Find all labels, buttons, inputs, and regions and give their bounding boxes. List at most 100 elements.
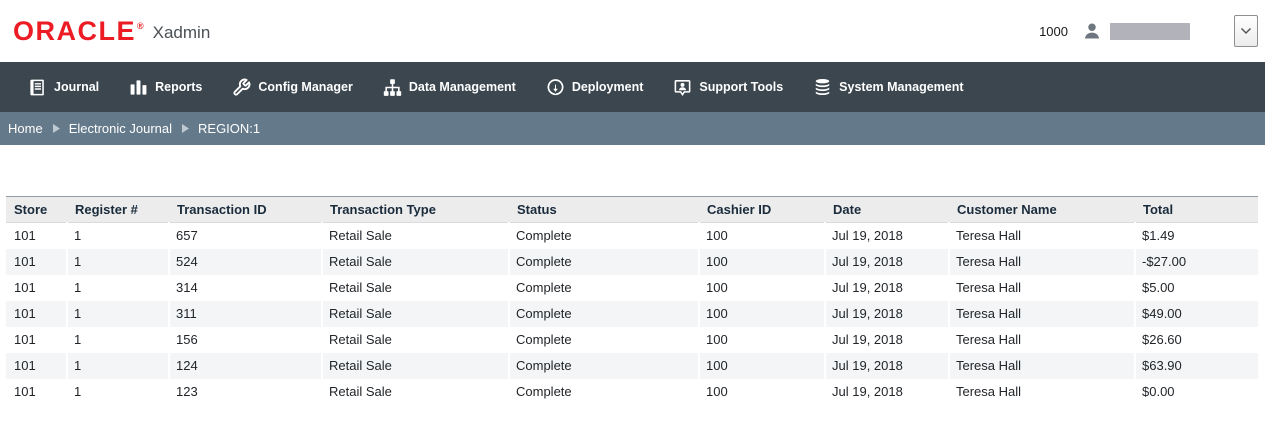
- nav-item-journal[interactable]: Journal: [13, 62, 114, 112]
- table-row[interactable]: 101 1 156 Retail Sale Complete 100 Jul 19, 201…: [6, 326, 1258, 353]
- nav-item-config-manager[interactable]: Config Manager: [217, 62, 367, 112]
- table-cell: Teresa Hall: [948, 352, 1135, 379]
- breadcrumb-arrow-icon: [181, 124, 190, 133]
- support-tools-icon: [673, 78, 692, 97]
- config-manager-icon: [232, 78, 251, 97]
- table-cell: Complete: [508, 248, 699, 275]
- column-header[interactable]: Transaction ID: [169, 196, 322, 223]
- column-header[interactable]: Date: [825, 196, 949, 223]
- table-cell: Jul 19, 2018: [824, 378, 949, 405]
- nav-item-data-management[interactable]: Data Management: [368, 62, 531, 112]
- table-cell: Teresa Hall: [948, 378, 1135, 405]
- table-cell: Jul 19, 2018: [824, 326, 949, 353]
- table-cell: Retail Sale: [321, 300, 509, 327]
- table-cell: 100: [698, 248, 825, 275]
- app-title: Xadmin: [152, 22, 211, 42]
- table-row[interactable]: 101 1 314 Retail Sale Complete 100 Jul 19, 201…: [6, 274, 1258, 301]
- table-cell: $26.60: [1134, 326, 1258, 353]
- table-row[interactable]: 101 1 124 Retail Sale Complete 100 Jul 19, 201…: [6, 352, 1258, 379]
- column-header[interactable]: Register #: [67, 196, 169, 223]
- table-cell: 101: [14, 228, 36, 244]
- table-cell: Jul 19, 2018: [824, 248, 949, 275]
- table-cell: 524: [168, 248, 322, 275]
- table-cell: 101: [6, 248, 67, 275]
- person-icon: [1082, 21, 1102, 41]
- table-cell: Complete: [508, 300, 699, 327]
- table-cell: 101: [6, 300, 67, 327]
- transactions-table: Store Register # Transaction ID Transaction…: [6, 196, 1258, 405]
- table-cell: Jul 19, 2018: [824, 352, 949, 379]
- table-cell: Teresa Hall: [948, 274, 1135, 301]
- table-cell: 1: [66, 274, 169, 301]
- nav-item-label: Config Manager: [258, 80, 353, 94]
- table-cell: 1: [66, 378, 169, 405]
- nav-item-deployment[interactable]: Deployment: [531, 62, 659, 112]
- table-cell: Retail Sale: [321, 352, 509, 379]
- brand: ORACLE ® Xadmin: [13, 15, 211, 46]
- table-cell: Retail Sale: [321, 248, 509, 275]
- table-cell: 123: [168, 378, 322, 405]
- data-management-icon: [383, 78, 402, 97]
- table-cell: 314: [168, 274, 322, 301]
- column-header[interactable]: Store: [6, 196, 67, 223]
- column-header[interactable]: Transaction Type: [322, 196, 509, 223]
- column-header[interactable]: Status: [509, 196, 699, 223]
- chevron-down-icon: [1240, 22, 1252, 40]
- table-cell: Complete: [508, 378, 699, 405]
- table-cell: Teresa Hall: [948, 326, 1135, 353]
- table-cell: 1: [66, 248, 169, 275]
- nav-item-label: Support Tools: [699, 80, 784, 94]
- org-id-label: 1000: [1039, 23, 1068, 39]
- table-cell: Retail Sale: [321, 222, 509, 249]
- table-cell: 1: [66, 352, 169, 379]
- nav-item-support-tools[interactable]: Support Tools: [658, 62, 798, 112]
- oracle-logo: ORACLE: [13, 15, 136, 46]
- table-header: Store Register # Transaction ID Transaction…: [6, 196, 1258, 223]
- registered-mark: ®: [137, 20, 144, 31]
- table-cell: 101: [14, 332, 36, 347]
- table-cell: 657: [168, 222, 322, 249]
- user-menu-dropdown[interactable]: [1234, 15, 1258, 47]
- breadcrumb-current-region: REGION:1: [198, 121, 261, 136]
- column-header[interactable]: Total: [1135, 196, 1258, 223]
- table-cell: Complete: [508, 352, 699, 379]
- table-cell: 1: [66, 222, 169, 249]
- table-cell: 100: [698, 352, 825, 379]
- nav-item-label: Deployment: [571, 80, 644, 94]
- table-cell: $5.00: [1134, 274, 1258, 301]
- main-nav: Journal Reports Config Manager Data Mana…: [0, 62, 1265, 112]
- table-cell: Complete: [508, 326, 699, 353]
- table-cell: $63.90: [1134, 352, 1258, 379]
- table-cell: Teresa Hall: [948, 248, 1135, 275]
- breadcrumb-arrow-icon: [52, 124, 60, 133]
- nav-item-label: Reports: [155, 80, 203, 94]
- table-cell: 100: [698, 378, 825, 405]
- nav-item-system-management[interactable]: System Management: [798, 62, 978, 112]
- column-header[interactable]: Customer Name: [949, 196, 1135, 223]
- table-cell: $1.49: [1134, 222, 1258, 249]
- table-row[interactable]: 101 1 657 Retail Sale Complete 100 Jul 19, 201…: [6, 222, 1258, 249]
- table-row[interactable]: 101 1 311 Retail Sale Complete 100 Jul 19, 201…: [6, 300, 1258, 327]
- table-cell: Complete: [508, 222, 699, 249]
- breadcrumb-home[interactable]: Home: [8, 121, 43, 136]
- nav-item-reports[interactable]: Reports: [114, 62, 217, 112]
- deployment-icon: [546, 78, 565, 97]
- nav-item-label: System Management: [839, 80, 964, 94]
- nav-item-label: Data Management: [408, 80, 516, 94]
- table-cell: 100: [698, 326, 825, 353]
- table-cell: Retail Sale: [321, 274, 509, 301]
- table-row[interactable]: 101 1 123 Retail Sale Complete 100 Jul 19, 201…: [6, 378, 1258, 405]
- table-cell: 100: [698, 300, 825, 327]
- table-cell: 1: [66, 300, 169, 327]
- content-area: Store Register # Transaction ID Transaction…: [0, 145, 1265, 405]
- table-cell: Retail Sale: [321, 326, 509, 353]
- table-cell: Teresa Hall: [948, 222, 1135, 249]
- column-header[interactable]: Cashier ID: [699, 196, 825, 223]
- header-right: 1000: [1039, 15, 1258, 47]
- table-cell: Jul 19, 2018: [824, 274, 949, 301]
- breadcrumb-electronic-journal[interactable]: Electronic Journal: [68, 121, 173, 136]
- table-cell: 101: [14, 280, 36, 295]
- table-cell: Jul 19, 2018: [824, 300, 949, 327]
- table-cell: Complete: [508, 274, 699, 301]
- table-row[interactable]: 101 1 524 Retail Sale Complete 100 Jul 19, 201…: [6, 248, 1258, 275]
